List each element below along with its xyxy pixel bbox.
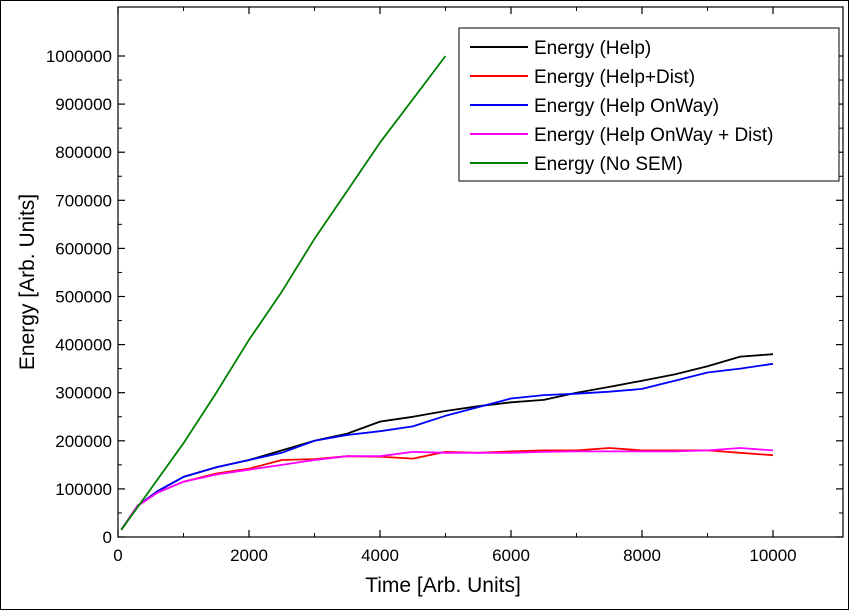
y-tick-label: 500000 [55,288,112,307]
legend-label: Energy (Help+Dist) [534,67,695,88]
y-tick-label: 100000 [55,480,112,499]
legend-label: Energy (Help OnWay + Dist) [534,125,774,146]
series-lines [120,55,774,531]
legend-label: Energy (No SEM) [534,154,683,175]
y-tick-label: 900000 [55,95,112,114]
legend: Energy (Help) Energy (Help+Dist) Energy (H… [458,27,840,182]
y-tick-label: 700000 [55,191,112,210]
x-tick-label: 2000 [230,546,268,565]
x-axis-title: Time [Arb. Units] [365,574,521,597]
series-line-5 [120,55,447,531]
x-axis: 0 2000 4000 6000 8000 10000 [113,7,797,565]
y-tick-label: 1000000 [46,47,112,66]
y-tick-label: 200000 [55,432,112,451]
y-tick-label: 400000 [55,336,112,355]
x-tick-label: 8000 [623,546,661,565]
y-tick-label: 600000 [55,239,112,258]
legend-label: Energy (Help OnWay) [534,96,719,117]
x-tick-label: 0 [113,546,122,565]
y-tick-label: 0 [103,528,112,547]
series-line-4 [120,447,774,531]
x-tick-label: 4000 [361,546,399,565]
legend-label: Energy (Help) [534,38,651,59]
y-axis: 0 100000 200000 300000 400000 500000 600000 700… [46,47,843,547]
x-tick-label: 6000 [492,546,530,565]
x-tick-label: 10000 [749,546,796,565]
y-tick-label: 800000 [55,143,112,162]
y-tick-label: 300000 [55,384,112,403]
y-axis-title: Energy [Arb. Units] [16,194,39,370]
series-line-3 [120,362,774,531]
